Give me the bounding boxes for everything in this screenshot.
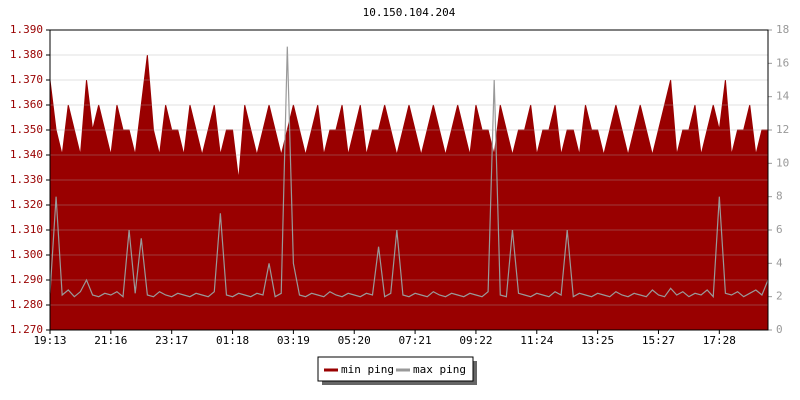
x-tick-label: 21:16: [94, 334, 127, 347]
max-ping-line: [49, 46, 769, 299]
x-tick-label: 17:28: [703, 334, 736, 347]
legend: min ping max ping: [317, 356, 477, 385]
min-ping-area: [49, 54, 769, 331]
y2-tick-label: 0: [776, 323, 783, 336]
x-tick-label: 05:20: [338, 334, 371, 347]
y2-tick-label: 2: [776, 290, 783, 303]
y2-tick-label: 14: [776, 90, 790, 103]
y2-tick-label: 10: [776, 156, 789, 169]
legend-label: max ping: [413, 363, 466, 376]
chart-title: 10.150.104.204: [363, 6, 456, 19]
y2-tick-label: 16: [776, 56, 789, 69]
x-tick-label: 11:24: [520, 334, 553, 347]
y-tick-label: 1.280: [10, 298, 43, 311]
y-tick-label: 1.350: [10, 123, 43, 136]
y2-tick-label: 4: [776, 256, 783, 269]
y-tick-label: 1.300: [10, 248, 43, 261]
y-tick-label: 1.390: [10, 23, 43, 36]
y-tick-label: 1.370: [10, 73, 43, 86]
y2-tick-label: 12: [776, 123, 789, 136]
legend-box: [317, 356, 474, 382]
y-tick-label: 1.270: [10, 323, 43, 336]
y2-tick-label: 6: [776, 223, 783, 236]
y2-tick-label: 18: [776, 23, 789, 36]
x-tick-label: 09:22: [459, 334, 492, 347]
y-tick-label: 1.310: [10, 223, 43, 236]
x-tick-label: 03:19: [277, 334, 310, 347]
y-tick-label: 1.320: [10, 198, 43, 211]
x-tick-label: 07:21: [399, 334, 432, 347]
y2-tick-label: 8: [776, 190, 783, 203]
plot-frame: [49, 29, 769, 331]
y-tick-label: 1.290: [10, 273, 43, 286]
x-tick-label: 23:17: [155, 334, 188, 347]
x-tick-label: 13:25: [581, 334, 614, 347]
y-tick-label: 1.340: [10, 148, 43, 161]
x-tick-label: 19:13: [33, 334, 66, 347]
x-tick-label: 15:27: [642, 334, 675, 347]
x-tick-label: 01:18: [216, 334, 249, 347]
y-tick-label: 1.380: [10, 48, 43, 61]
y-tick-label: 1.330: [10, 173, 43, 186]
y-tick-label: 1.360: [10, 98, 43, 111]
legend-label: min ping: [341, 363, 394, 376]
